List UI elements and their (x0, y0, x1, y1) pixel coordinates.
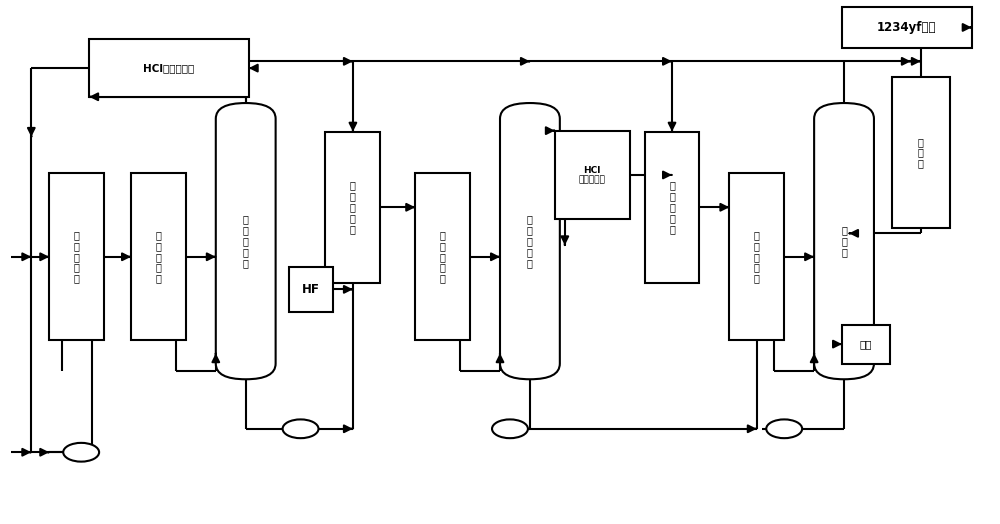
Text: HCl吸收分离器: HCl吸收分离器 (143, 63, 195, 73)
Bar (89, 39, 249, 97)
Text: 第
三
反
应
器: 第 三 反 应 器 (754, 230, 760, 283)
Text: 第
三
预
热
器: 第 三 预 热 器 (669, 181, 675, 234)
Bar (842, 7, 972, 48)
Circle shape (492, 419, 528, 438)
FancyBboxPatch shape (814, 103, 874, 379)
Circle shape (63, 443, 99, 462)
Text: 第
二
反
应
器: 第 二 反 应 器 (440, 230, 446, 283)
Text: 精
馏
塔: 精 馏 塔 (918, 137, 924, 168)
Text: 吸
收
器: 吸 收 器 (841, 225, 847, 257)
Bar (415, 173, 470, 340)
Circle shape (283, 419, 319, 438)
Text: 酸液: 酸液 (860, 339, 872, 349)
Bar (729, 173, 784, 340)
Text: 第
一
分
离
器: 第 一 分 离 器 (243, 214, 249, 268)
Bar (325, 132, 380, 283)
Text: 第
二
分
离
器: 第 二 分 离 器 (527, 214, 533, 268)
Bar (289, 267, 333, 311)
Circle shape (766, 419, 802, 438)
Text: 第
二
预
热
器: 第 二 预 热 器 (350, 181, 356, 234)
Bar (131, 173, 186, 340)
FancyBboxPatch shape (216, 103, 276, 379)
Text: 第
一
反
应
器: 第 一 反 应 器 (156, 230, 161, 283)
Text: 第
一
预
热
器: 第 一 预 热 器 (74, 230, 80, 283)
FancyBboxPatch shape (500, 103, 560, 379)
Bar (842, 324, 890, 364)
Text: 1234yf粗品: 1234yf粗品 (877, 21, 937, 34)
Bar (892, 77, 950, 228)
Bar (645, 132, 699, 283)
Bar (555, 130, 630, 219)
Text: HF: HF (302, 283, 320, 296)
Text: HCl
吸收分离器: HCl 吸收分离器 (579, 166, 606, 184)
Bar (49, 173, 104, 340)
